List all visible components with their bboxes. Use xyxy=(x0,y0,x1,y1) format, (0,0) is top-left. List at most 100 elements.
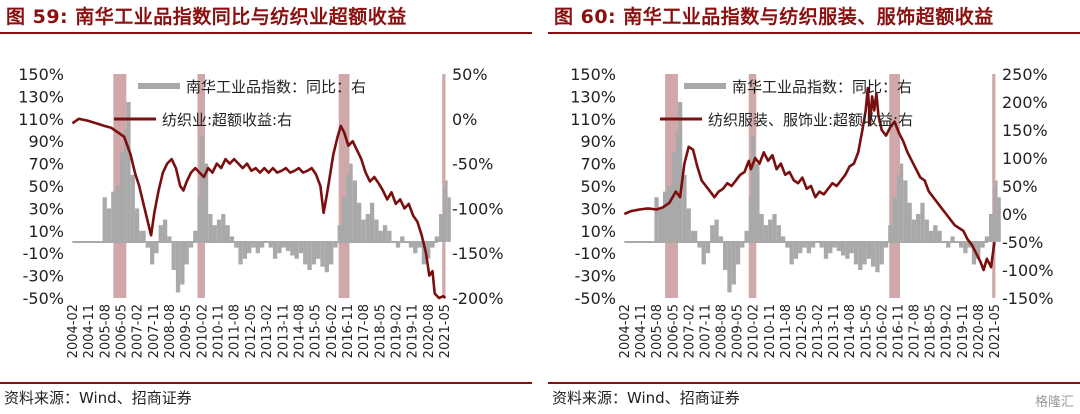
bar xyxy=(175,242,181,293)
bar xyxy=(776,225,781,242)
bar xyxy=(750,135,756,242)
bar xyxy=(845,242,850,259)
x-tick-label: 2019-11 xyxy=(406,304,421,358)
x-tick-label: 2008-08 xyxy=(715,304,730,358)
x-tick-label: 2007-02 xyxy=(682,304,697,358)
bar xyxy=(294,242,299,259)
bar xyxy=(976,242,981,259)
left-tick-label: 90% xyxy=(28,132,64,151)
bar xyxy=(193,230,198,242)
x-tick-label: 2011-08 xyxy=(228,304,243,358)
left-tick-label: 70% xyxy=(28,155,64,174)
bar xyxy=(988,214,994,242)
bar xyxy=(701,242,706,265)
left-tick-label: -30% xyxy=(23,267,64,286)
bar xyxy=(748,197,751,242)
bar xyxy=(819,242,824,248)
bar xyxy=(810,242,816,248)
series-line xyxy=(623,86,996,272)
x-tick-label: 2019-11 xyxy=(956,304,971,358)
x-tick-label: 2013-11 xyxy=(827,304,842,358)
bar xyxy=(307,242,312,270)
bar xyxy=(115,186,120,242)
left-tick-label: -50% xyxy=(23,289,64,308)
chart-title: 图 59: 南华工业品指数同比与纺织业超额收益 xyxy=(6,6,407,28)
left-tick-label: 50% xyxy=(28,177,64,196)
chart-panel-60: 图 60: 南华工业品指数与纺织服装、服饰超额收益 150% 130% 110% 90… xyxy=(548,0,1080,414)
bar xyxy=(995,180,998,242)
bar xyxy=(823,242,829,259)
right-tick-label: -150% xyxy=(452,244,504,263)
bar xyxy=(727,242,732,293)
bar xyxy=(417,242,422,248)
bar xyxy=(255,242,260,254)
bar xyxy=(697,242,702,248)
bar xyxy=(188,242,194,248)
bar xyxy=(667,186,672,242)
bar xyxy=(853,242,859,265)
left-tick-label: 150% xyxy=(18,65,64,84)
bar xyxy=(899,163,904,242)
x-tick-label: 2021-05 xyxy=(438,304,453,358)
bar xyxy=(832,242,837,248)
bar xyxy=(216,219,222,242)
left-tick-label: 70% xyxy=(580,155,616,174)
x-tick-label: 2018-05 xyxy=(373,304,388,358)
bar xyxy=(997,197,1001,242)
bar xyxy=(272,242,278,259)
right-tick-label: 0% xyxy=(452,110,477,129)
right-tick-label: -150% xyxy=(1002,289,1054,308)
bar xyxy=(928,230,934,242)
legend-line-label: 纺织服装、服饰业:超额收益:右 xyxy=(708,111,913,129)
chart-panel-59: 图 59: 南华工业品指数同比与纺织业超额收益 150% 130% 110% 90% 7… xyxy=(0,0,532,414)
bar xyxy=(916,214,921,242)
bar xyxy=(768,219,773,242)
bar xyxy=(290,242,295,256)
bar xyxy=(139,230,146,242)
x-tick-label: 2018-05 xyxy=(924,304,939,358)
x-tick-label: 2007-11 xyxy=(698,304,713,358)
x-tick-label: 2021-05 xyxy=(988,304,1003,358)
title-rule xyxy=(0,32,532,34)
chart-title: 图 60: 南华工业品指数与纺织服装、服饰超额收益 xyxy=(554,6,994,28)
bar xyxy=(849,242,854,254)
x-tick-label: 2015-05 xyxy=(309,304,324,358)
bar xyxy=(789,242,794,265)
bar xyxy=(879,242,884,265)
bar xyxy=(686,208,691,242)
bar xyxy=(298,242,304,254)
bar xyxy=(744,230,749,242)
x-tick-label: 2020-08 xyxy=(422,304,437,358)
bar xyxy=(772,214,777,242)
x-tick-label: 2004-02 xyxy=(618,304,633,358)
bar xyxy=(445,180,448,242)
bar xyxy=(126,102,131,242)
bar xyxy=(212,225,217,242)
source-rule xyxy=(0,382,532,384)
bar xyxy=(980,242,985,248)
bar xyxy=(365,214,370,242)
bar xyxy=(413,242,418,254)
bar xyxy=(361,219,366,242)
bar xyxy=(785,242,790,248)
left-tick-label: 150% xyxy=(570,65,616,84)
x-tick-label: 2016-11 xyxy=(891,304,906,358)
bar xyxy=(705,242,711,254)
bar xyxy=(349,163,353,242)
left-tick-label: -10% xyxy=(23,244,64,263)
bar xyxy=(892,197,897,242)
bar xyxy=(438,214,444,242)
bar xyxy=(963,242,968,254)
bar xyxy=(984,236,989,242)
x-tick-label: 2004-02 xyxy=(66,304,81,358)
bar xyxy=(426,242,431,259)
x-tick-label: 2004-11 xyxy=(634,304,649,358)
x-tick-label: 2010-11 xyxy=(212,304,227,358)
bar xyxy=(840,242,846,256)
right-tick-label: -200% xyxy=(452,289,504,308)
bar xyxy=(145,242,150,248)
bar xyxy=(798,242,803,254)
bar xyxy=(903,180,908,242)
bar xyxy=(124,130,127,242)
bar xyxy=(225,225,230,242)
